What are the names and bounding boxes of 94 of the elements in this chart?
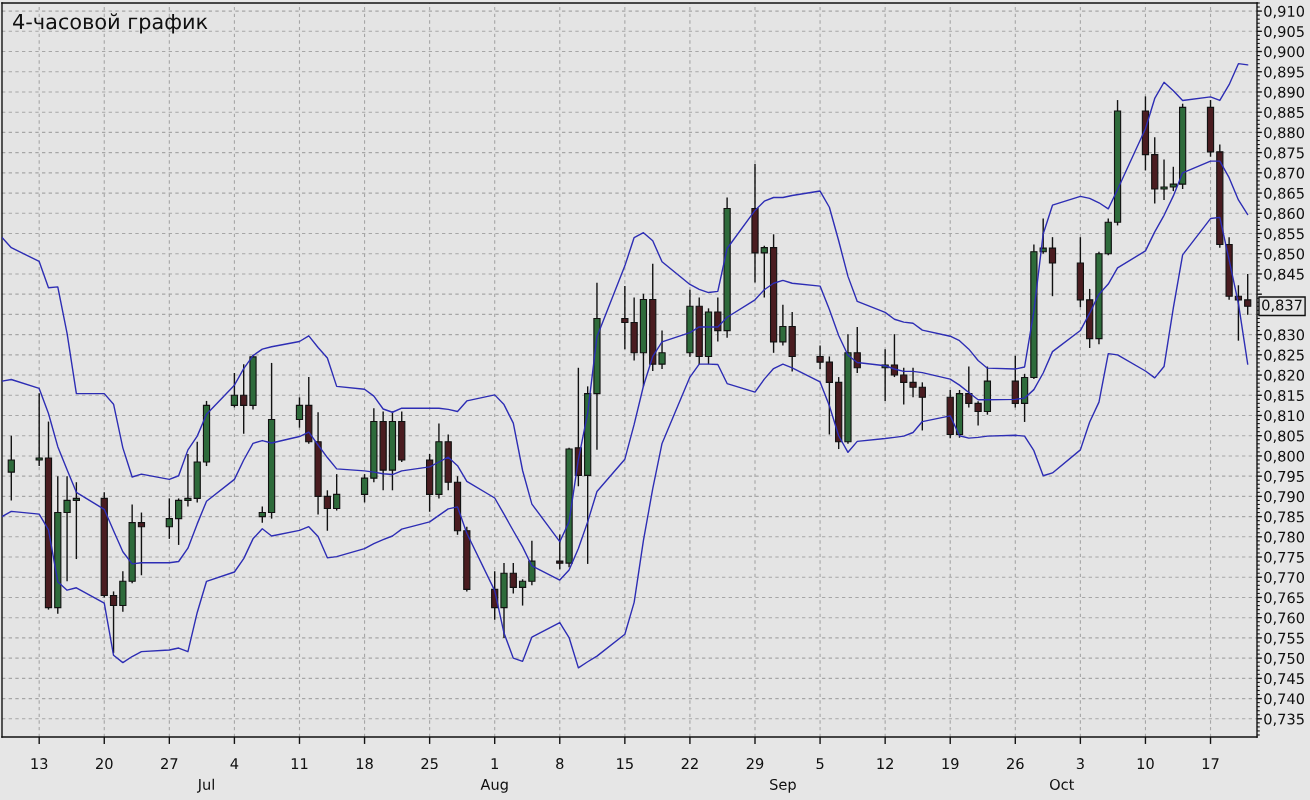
y-tick-label: 0,850: [1264, 248, 1305, 261]
candlestick: [72, 481, 80, 560]
y-tick-label: 0,775: [1264, 551, 1304, 565]
y-tick-label: 0,780: [1264, 531, 1305, 545]
y-tick-label: 0,910: [1264, 5, 1305, 19]
y-tick-label: 0,805: [1264, 430, 1304, 443]
candlestick: [360, 473, 369, 504]
y-tick-label: 0,810: [1264, 410, 1305, 423]
x2-tick-label: Aug: [480, 779, 508, 793]
x-tick-label: 25: [421, 758, 438, 770]
candlestick: [1160, 158, 1168, 201]
line-series: [2, 62, 1249, 543]
candlestick: [175, 497, 183, 546]
line-series: [2, 216, 1249, 669]
y-tick-label: 0,845: [1264, 268, 1304, 282]
y-tick-label: 0,735: [1264, 713, 1304, 727]
candlestick: [35, 392, 43, 467]
y-tick-label: 0,905: [1264, 26, 1304, 39]
candlestick: [230, 372, 239, 409]
candlestick: [1048, 236, 1057, 297]
candlestick: [240, 363, 248, 435]
x-tick-label: 8: [556, 758, 564, 770]
x-tick-label: 22: [681, 758, 698, 769]
x-tick-label: 10: [1137, 758, 1154, 770]
candlestick: [1011, 354, 1019, 409]
y-tick-label: 0,820: [1264, 369, 1305, 383]
x-tick-label: 1: [491, 758, 498, 769]
candlestick: [109, 590, 118, 654]
y-tick-label: 0,800: [1264, 450, 1305, 464]
x2-tick-label: Jul: [196, 778, 214, 793]
candlestick: [333, 473, 341, 512]
candlestick: [918, 381, 926, 432]
candlestick: [509, 562, 517, 595]
candlestick: [1244, 273, 1252, 316]
candlestick: [323, 489, 331, 532]
y-tick-label: 0,745: [1264, 673, 1304, 686]
candlestick: [63, 475, 71, 582]
x-tick-label: 15: [617, 758, 633, 770]
candlestick: [184, 453, 192, 508]
line-series: [2, 160, 1249, 581]
candlestick: [518, 578, 527, 607]
y-tick-label: 0,900: [1264, 46, 1305, 59]
y-tick-label: 0,830: [1264, 329, 1305, 342]
x-tick-label: 29: [746, 758, 764, 770]
y-tick-label: 0,890: [1264, 86, 1305, 100]
y-tick-label: 0,785: [1264, 511, 1304, 524]
candlestick: [165, 497, 173, 540]
x2-tick-label: Sep: [770, 778, 796, 793]
y-tick-label: 0,760: [1264, 612, 1305, 625]
candlestick: [658, 329, 666, 370]
x-tick-label: 17: [1202, 758, 1219, 769]
y-tick-label: 0,895: [1264, 66, 1304, 79]
candlestick: [7, 435, 15, 502]
candlestick: [909, 367, 917, 398]
x-tick-label: 20: [96, 758, 113, 770]
y-tick-label: 0,755: [1264, 632, 1304, 646]
x-tick-label: 18: [356, 758, 373, 770]
candlestick: [528, 540, 536, 587]
y-tick-label: 0,795: [1264, 470, 1304, 484]
text: 0,837: [1262, 299, 1302, 313]
y-tick-label: 0,790: [1264, 491, 1305, 504]
x-tick-label: 26: [1007, 758, 1024, 770]
candlestick: [816, 344, 824, 370]
candlestick: [825, 355, 833, 436]
y-tick-label: 0,765: [1264, 592, 1304, 605]
candlestick: [295, 396, 304, 429]
y-tick-label: 0,855: [1264, 228, 1304, 241]
y-tick-label: 0,860: [1264, 208, 1305, 221]
x-tick-label: 11: [291, 758, 308, 769]
x-tick-label: 12: [877, 758, 893, 769]
y-tick-label: 0,875: [1264, 147, 1304, 160]
candlestick: [137, 511, 146, 576]
y-tick-label: 0,750: [1264, 652, 1305, 666]
x-tick-label: 27: [161, 758, 178, 769]
x-tick-label: 5: [816, 758, 824, 770]
candlestick: [556, 533, 564, 570]
x-tick-label: 3: [1076, 758, 1084, 770]
x2-tick-label: Oct: [1049, 778, 1075, 790]
y-tick-label: 0,865: [1264, 187, 1304, 201]
candlestick: [890, 333, 899, 378]
y-tick-label: 0,880: [1264, 127, 1305, 140]
y-tick-label: 0,770: [1264, 571, 1305, 585]
chart-title: 4-часовой график: [13, 13, 208, 34]
candlestick: [760, 244, 768, 299]
candlestick: [1169, 166, 1177, 192]
x-tick-label: 19: [942, 758, 959, 770]
y-tick-label: 0,825: [1264, 349, 1304, 363]
y-tick-label: 0,885: [1264, 106, 1304, 120]
x-tick-label: 13: [31, 758, 48, 770]
y-tick-label: 0,815: [1264, 389, 1304, 403]
y-tick-label: 0,740: [1264, 693, 1305, 706]
candlestick: [900, 367, 908, 406]
x-tick-label: 4: [230, 758, 239, 769]
y-tick-label: 0,870: [1264, 167, 1305, 181]
